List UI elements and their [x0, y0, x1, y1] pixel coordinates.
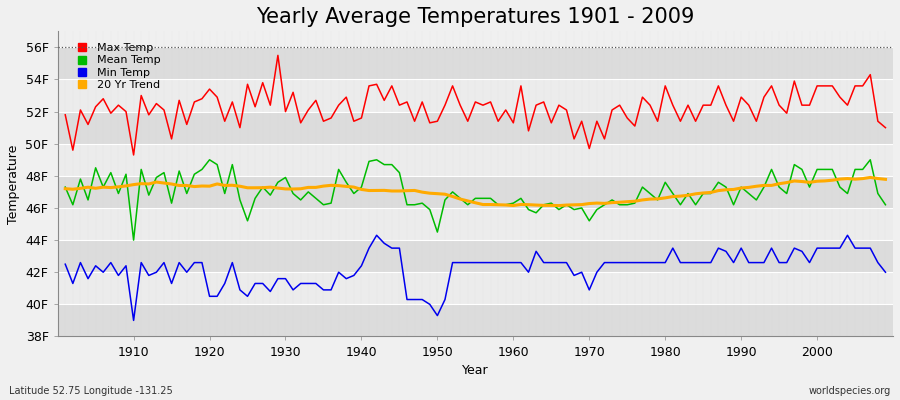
X-axis label: Year: Year — [462, 364, 489, 377]
Bar — [58, 208, 893, 240]
Bar — [58, 240, 893, 272]
Y-axis label: Temperature: Temperature — [7, 144, 20, 224]
Text: worldspecies.org: worldspecies.org — [809, 386, 891, 396]
Bar — [58, 304, 893, 336]
Bar — [58, 47, 893, 80]
Bar — [58, 144, 893, 176]
Text: Latitude 52.75 Longitude -131.25: Latitude 52.75 Longitude -131.25 — [9, 386, 173, 396]
Legend: Max Temp, Mean Temp, Min Temp, 20 Yr Trend: Max Temp, Mean Temp, Min Temp, 20 Yr Tre… — [68, 40, 165, 93]
Bar — [58, 272, 893, 304]
Bar — [58, 80, 893, 112]
Title: Yearly Average Temperatures 1901 - 2009: Yearly Average Temperatures 1901 - 2009 — [256, 7, 695, 27]
Bar — [58, 176, 893, 208]
Bar — [58, 112, 893, 144]
